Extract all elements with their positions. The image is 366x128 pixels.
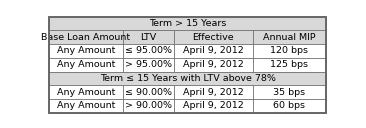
Text: April 9, 2012: April 9, 2012 bbox=[183, 88, 243, 97]
Bar bbox=[49, 58, 123, 72]
Bar bbox=[253, 58, 326, 72]
Bar bbox=[123, 85, 174, 99]
Bar bbox=[253, 30, 326, 44]
Bar bbox=[49, 17, 326, 30]
Text: April 9, 2012: April 9, 2012 bbox=[183, 46, 243, 55]
Bar bbox=[49, 30, 123, 44]
Bar bbox=[253, 44, 326, 58]
Bar bbox=[174, 30, 253, 44]
Text: Any Amount: Any Amount bbox=[57, 88, 115, 97]
Bar bbox=[174, 99, 253, 113]
Bar bbox=[253, 85, 326, 99]
Bar bbox=[49, 99, 123, 113]
Text: Any Amount: Any Amount bbox=[57, 46, 115, 55]
Bar bbox=[49, 72, 326, 85]
Text: Any Amount: Any Amount bbox=[57, 60, 115, 69]
Text: Term > 15 Years: Term > 15 Years bbox=[149, 19, 226, 28]
Bar bbox=[253, 99, 326, 113]
Text: 120 bps: 120 bps bbox=[270, 46, 308, 55]
Text: Term ≤ 15 Years with LTV above 78%: Term ≤ 15 Years with LTV above 78% bbox=[100, 74, 276, 83]
Bar bbox=[174, 85, 253, 99]
Text: LTV: LTV bbox=[140, 33, 156, 42]
Bar bbox=[123, 58, 174, 72]
Text: Any Amount: Any Amount bbox=[57, 101, 115, 110]
Text: Annual MIP: Annual MIP bbox=[263, 33, 315, 42]
Bar bbox=[123, 30, 174, 44]
Text: > 95.00%: > 95.00% bbox=[125, 60, 172, 69]
Text: Base Loan Amount: Base Loan Amount bbox=[41, 33, 130, 42]
Text: Effective: Effective bbox=[193, 33, 234, 42]
Text: 125 bps: 125 bps bbox=[270, 60, 308, 69]
Text: > 90.00%: > 90.00% bbox=[125, 101, 172, 110]
Bar bbox=[123, 99, 174, 113]
Text: 60 bps: 60 bps bbox=[273, 101, 305, 110]
Bar bbox=[49, 44, 123, 58]
Text: ≤ 90.00%: ≤ 90.00% bbox=[125, 88, 172, 97]
Bar bbox=[49, 85, 123, 99]
Text: April 9, 2012: April 9, 2012 bbox=[183, 60, 243, 69]
Bar bbox=[123, 44, 174, 58]
Text: 35 bps: 35 bps bbox=[273, 88, 305, 97]
Bar bbox=[174, 58, 253, 72]
Text: April 9, 2012: April 9, 2012 bbox=[183, 101, 243, 110]
Bar bbox=[174, 44, 253, 58]
Text: ≤ 95.00%: ≤ 95.00% bbox=[125, 46, 172, 55]
